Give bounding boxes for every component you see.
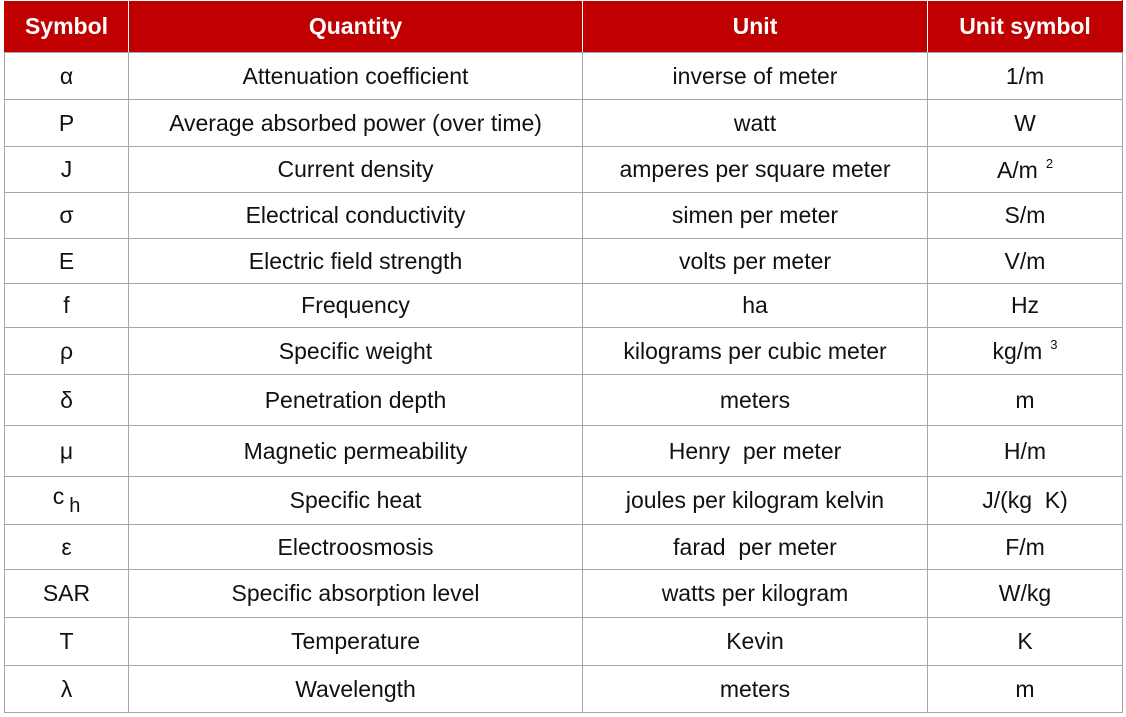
table-cell: farad per meter bbox=[582, 524, 928, 570]
table-cell: E bbox=[4, 238, 129, 284]
table-cell: kilograms per cubic meter bbox=[582, 327, 928, 375]
table-cell: W/kg bbox=[927, 569, 1123, 618]
table-cell: A/m 2 bbox=[927, 146, 1123, 193]
table-cell: Specific weight bbox=[128, 327, 583, 375]
table-cell: m bbox=[927, 374, 1123, 426]
table-row: ε Electroosmosis farad per meter F/m bbox=[4, 524, 1123, 570]
table-cell: amperes per square meter bbox=[582, 146, 928, 193]
header-cell: Unit symbol bbox=[927, 0, 1123, 53]
table-cell: Temperature bbox=[128, 617, 583, 666]
table-cell: Frequency bbox=[128, 283, 583, 328]
table-cell: ε bbox=[4, 524, 129, 570]
table-cell: joules per kilogram kelvin bbox=[582, 476, 928, 525]
table-row: SAR Specific absorption level watts per ki… bbox=[4, 569, 1123, 618]
table-row: P Average absorbed power (over time) watt W bbox=[4, 99, 1123, 147]
header-cell: Symbol bbox=[4, 0, 129, 53]
table-cell: ρ bbox=[4, 327, 129, 375]
table-row: J Current density amperes per square meter… bbox=[4, 146, 1123, 193]
table-cell: m bbox=[927, 665, 1123, 713]
table-cell: Attenuation coefficient bbox=[128, 52, 583, 100]
table-cell: F/m bbox=[927, 524, 1123, 570]
symbol-table: Symbol Quantity Unit Unit symbol α Attenuati… bbox=[4, 0, 1123, 713]
table-cell: 1/m bbox=[927, 52, 1123, 100]
table-cell: Penetration depth bbox=[128, 374, 583, 426]
table-cell: δ bbox=[4, 374, 129, 426]
table-row: μ Magnetic permeability Henry per meter H/m bbox=[4, 425, 1123, 477]
table-cell: f bbox=[4, 283, 129, 328]
table-cell: meters bbox=[582, 665, 928, 713]
cell-base: A/m bbox=[996, 156, 1038, 183]
table-cell: V/m bbox=[927, 238, 1123, 284]
table-cell: watt bbox=[582, 99, 928, 147]
table-cell: Electric field strength bbox=[128, 238, 583, 284]
table-row: c h Specific heat joules per kilogram kelvi… bbox=[4, 476, 1123, 525]
table-row: ρ Specific weight kilograms per cubic mete… bbox=[4, 327, 1123, 375]
table-cell: Electroosmosis bbox=[128, 524, 583, 570]
table-cell: σ bbox=[4, 192, 129, 239]
header-cell: Unit bbox=[582, 0, 928, 53]
superscript: 2 bbox=[1045, 155, 1054, 171]
table-cell: W bbox=[927, 99, 1123, 147]
header-cell: Quantity bbox=[128, 0, 583, 53]
table-cell: inverse of meter bbox=[582, 52, 928, 100]
header-row: Symbol Quantity Unit Unit symbol bbox=[4, 0, 1123, 53]
table-cell: Electrical conductivity bbox=[128, 192, 583, 239]
cell-base: c bbox=[52, 483, 65, 509]
table-cell: Specific heat bbox=[128, 476, 583, 525]
table-cell: T bbox=[4, 617, 129, 666]
table-cell: watts per kilogram bbox=[582, 569, 928, 618]
table-row: f Frequency ha Hz bbox=[4, 283, 1123, 328]
table-row: σ Electrical conductivity simen per meter S… bbox=[4, 192, 1123, 239]
table-cell: Average absorbed power (over time) bbox=[128, 99, 583, 147]
table-cell: Current density bbox=[128, 146, 583, 193]
table-row: T Temperature Kevin K bbox=[4, 617, 1123, 666]
table-row: λ Wavelength meters m bbox=[4, 665, 1123, 713]
table-cell: α bbox=[4, 52, 129, 100]
table-cell: simen per meter bbox=[582, 192, 928, 239]
table-cell: P bbox=[4, 99, 129, 147]
table-cell: Hz bbox=[927, 283, 1123, 328]
table-cell: kg/m 3 bbox=[927, 327, 1123, 375]
table-cell: Henry per meter bbox=[582, 425, 928, 477]
table-cell: Kevin bbox=[582, 617, 928, 666]
table-cell: J bbox=[4, 146, 129, 193]
table-cell: J/(kg K) bbox=[927, 476, 1123, 525]
table-cell: volts per meter bbox=[582, 238, 928, 284]
subscript: h bbox=[69, 495, 81, 517]
table-body: α Attenuation coefficient inverse of meter… bbox=[4, 52, 1123, 713]
table-cell: K bbox=[927, 617, 1123, 666]
table-cell: λ bbox=[4, 665, 129, 713]
table-cell: Wavelength bbox=[128, 665, 583, 713]
table-row: δ Penetration depth meters m bbox=[4, 374, 1123, 426]
table-cell: Magnetic permeability bbox=[128, 425, 583, 477]
table-row: α Attenuation coefficient inverse of meter… bbox=[4, 52, 1123, 100]
table-row: E Electric field strength volts per meter V… bbox=[4, 238, 1123, 284]
table-cell: SAR bbox=[4, 569, 129, 618]
table-cell: μ bbox=[4, 425, 129, 477]
cell-base: kg/m bbox=[992, 338, 1043, 364]
table-cell: H/m bbox=[927, 425, 1123, 477]
table-cell: meters bbox=[582, 374, 928, 426]
table-cell: Specific absorption level bbox=[128, 569, 583, 618]
table-cell: ha bbox=[582, 283, 928, 328]
superscript: 3 bbox=[1050, 337, 1058, 352]
table-cell: S/m bbox=[927, 192, 1123, 239]
